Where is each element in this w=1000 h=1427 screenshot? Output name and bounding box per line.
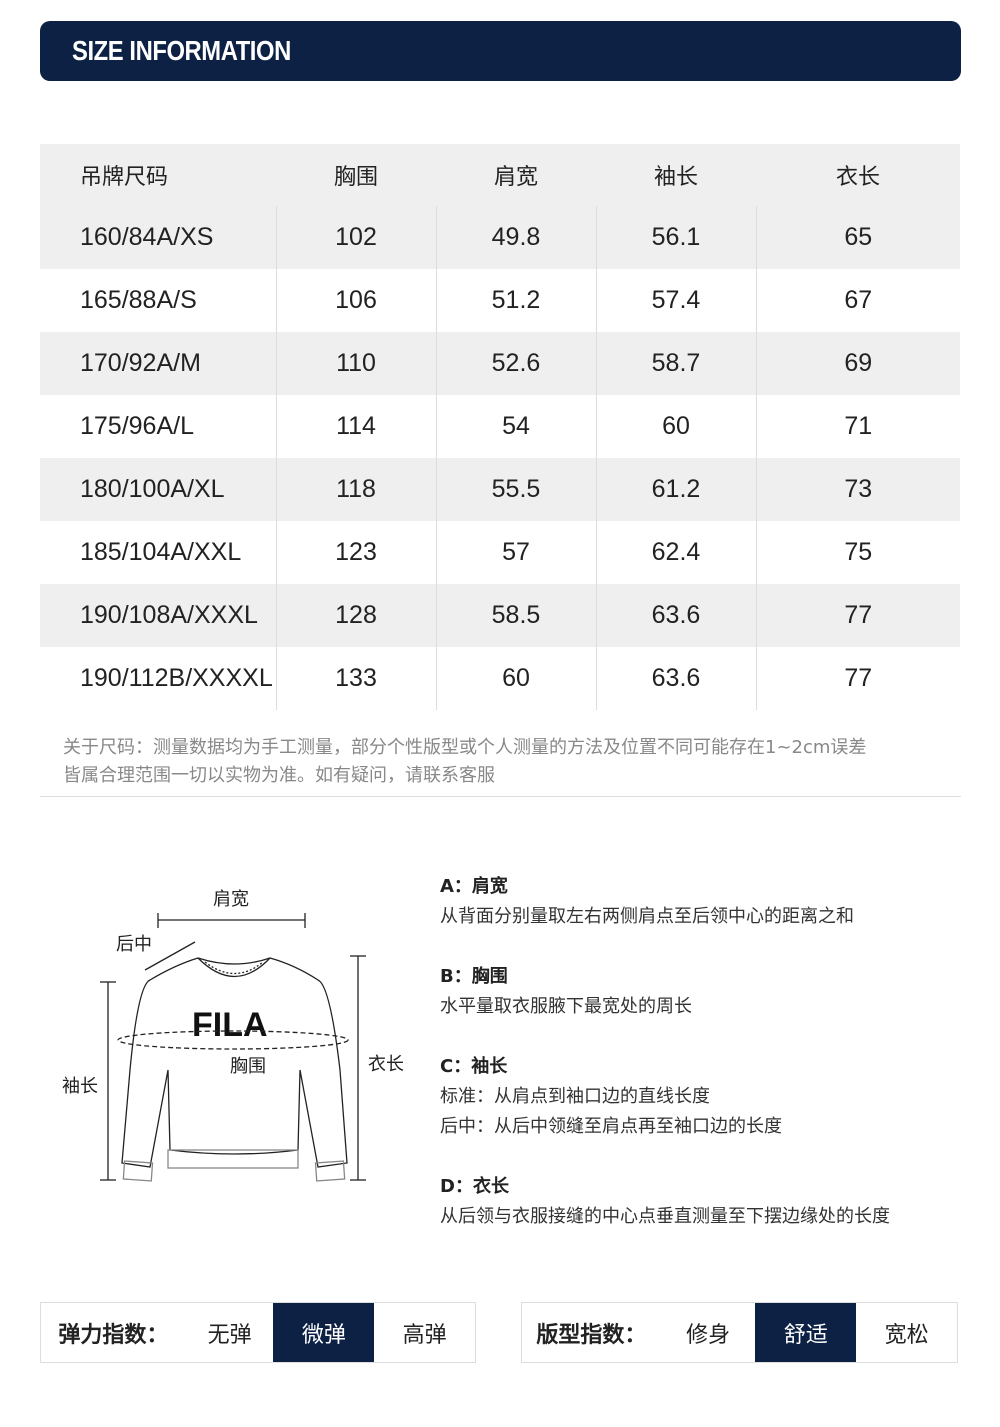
table-row: 165/88A/S 106 51.2 57.4 67 <box>40 269 960 332</box>
definition-title: C：袖长 <box>440 1056 508 1077</box>
table-cell: 55.5 <box>435 458 596 521</box>
column-header: 袖长 <box>596 144 756 206</box>
fit-option-selected: 舒适 <box>755 1303 857 1362</box>
definition-block: B：胸围水平量取衣服腋下最宽处的周长 <box>440 962 980 1022</box>
column-header: 胸围 <box>276 144 436 206</box>
table-cell: 60 <box>595 395 756 458</box>
table-cell: 123 <box>275 521 436 584</box>
table-cell: 58.7 <box>595 332 756 395</box>
table-row: 190/108A/XXXL 128 58.5 63.6 77 <box>40 584 960 647</box>
definition-block: C：袖长标准：从肩点到袖口边的直线长度后中：从后中领缝至肩点再至袖口边的长度 <box>440 1052 980 1142</box>
size-table: 吊牌尺码 胸围 肩宽 袖长 衣长 160/84A/XS 102 49.8 56.1 65… <box>40 144 960 710</box>
table-cell: 114 <box>275 395 436 458</box>
note-line: 关于尺码：测量数据均为手工测量，部分个性版型或个人测量的方法及位置不同可能存在1… <box>63 737 867 758</box>
table-cell: 160/84A/XS <box>40 206 276 269</box>
elasticity-index: 弹力指数： 无弹 微弹 高弹 <box>40 1302 476 1363</box>
section-title: SIZE INFORMATION <box>72 35 291 66</box>
table-row: 185/104A/XXL 123 57 62.4 75 <box>40 521 960 584</box>
table-cell: 77 <box>755 647 960 710</box>
table-cell: 65 <box>755 206 960 269</box>
table-cell: 58.5 <box>435 584 596 647</box>
table-row: 190/112B/XXXXL 133 60 63.6 77 <box>40 647 960 710</box>
elasticity-label: 弹力指数： <box>58 1322 169 1348</box>
fit-option: 宽松 <box>884 1322 929 1348</box>
table-cell: 62.4 <box>595 521 756 584</box>
table-cell: 106 <box>275 269 436 332</box>
table-row: 175/96A/L 114 54 60 71 <box>40 395 960 458</box>
table-row: 170/92A/M 110 52.6 58.7 69 <box>40 332 960 395</box>
table-cell: 77 <box>755 584 960 647</box>
definition-block: D：衣长从后领与衣服接缝的中心点垂直测量至下摆边缘处的长度 <box>440 1172 980 1232</box>
fit-index: 版型指数： 修身 舒适 宽松 <box>521 1302 958 1363</box>
size-note: 关于尺码：测量数据均为手工测量，部分个性版型或个人测量的方法及位置不同可能存在1… <box>63 734 963 790</box>
table-cell: 175/96A/L <box>40 395 276 458</box>
table-cell: 190/112B/XXXXL <box>40 647 276 710</box>
table-cell: 190/108A/XXXL <box>40 584 276 647</box>
table-cell: 49.8 <box>435 206 596 269</box>
measurement-definitions: A：肩宽从背面分别量取左右两侧肩点至后领中心的距离之和 B：胸围水平量取衣服腋下最… <box>440 872 980 1262</box>
definition-text: 从后领与衣服接缝的中心点垂直测量至下摆边缘处的长度 <box>440 1206 890 1227</box>
table-cell: 102 <box>275 206 436 269</box>
table-cell: 128 <box>275 584 436 647</box>
table-cell: 69 <box>755 332 960 395</box>
table-cell: 67 <box>755 269 960 332</box>
section-header: SIZE INFORMATION <box>40 21 961 81</box>
table-cell: 61.2 <box>595 458 756 521</box>
column-header: 吊牌尺码 <box>40 144 276 206</box>
table-cell: 56.1 <box>595 206 756 269</box>
table-cell: 180/100A/XL <box>40 458 276 521</box>
definition-block: A：肩宽从背面分别量取左右两侧肩点至后领中心的距离之和 <box>440 872 980 932</box>
table-cell: 63.6 <box>595 584 756 647</box>
column-header: 肩宽 <box>436 144 596 206</box>
table-cell: 63.6 <box>595 647 756 710</box>
table-header-row: 吊牌尺码 胸围 肩宽 袖长 衣长 <box>40 144 960 206</box>
label-back-center: 后中 <box>116 934 152 955</box>
label-shoulder: 肩宽 <box>213 889 249 910</box>
table-cell: 60 <box>435 647 596 710</box>
elasticity-option: 高弹 <box>402 1322 447 1348</box>
column-header: 衣长 <box>756 144 960 206</box>
definition-title: A：肩宽 <box>440 876 508 897</box>
table-cell: 71 <box>755 395 960 458</box>
label-sleeve: 袖长 <box>62 1076 98 1097</box>
table-cell: 57.4 <box>595 269 756 332</box>
table-row: 180/100A/XL 118 55.5 61.2 73 <box>40 458 960 521</box>
table-cell: 170/92A/M <box>40 332 276 395</box>
note-line: 皆属合理范围一切以实物为准。如有疑问，请联系客服 <box>63 765 495 786</box>
fit-label: 版型指数： <box>536 1322 647 1348</box>
logo-text: FILA <box>192 1006 268 1044</box>
table-cell: 133 <box>275 647 436 710</box>
table-cell: 57 <box>435 521 596 584</box>
definition-title: D：衣长 <box>440 1176 509 1197</box>
table-cell: 73 <box>755 458 960 521</box>
table-cell: 51.2 <box>435 269 596 332</box>
table-cell: 118 <box>275 458 436 521</box>
definition-text: 后中：从后中领缝至肩点再至袖口边的长度 <box>440 1116 782 1137</box>
table-cell: 165/88A/S <box>40 269 276 332</box>
table-row: 160/84A/XS 102 49.8 56.1 65 <box>40 206 960 269</box>
definition-text: 水平量取衣服腋下最宽处的周长 <box>440 996 692 1017</box>
table-cell: 185/104A/XXL <box>40 521 276 584</box>
table-cell: 110 <box>275 332 436 395</box>
table-cell: 52.6 <box>435 332 596 395</box>
label-chest: 胸围 <box>230 1056 266 1077</box>
fit-option: 修身 <box>686 1322 731 1348</box>
elasticity-option-selected: 微弹 <box>273 1303 375 1362</box>
elasticity-option: 无弹 <box>207 1322 252 1348</box>
label-length: 衣长 <box>368 1054 404 1075</box>
definition-title: B：胸围 <box>440 966 508 987</box>
divider <box>40 796 961 797</box>
table-cell: 75 <box>755 521 960 584</box>
definition-text: 从背面分别量取左右两侧肩点至后领中心的距离之和 <box>440 906 854 927</box>
garment-measurement-diagram: FILA 肩宽 后中 胸围 袖长 衣长 <box>62 889 404 1182</box>
garment-outline-icon <box>121 957 348 1182</box>
definition-text: 标准：从肩点到袖口边的直线长度 <box>440 1086 710 1107</box>
table-cell: 54 <box>435 395 596 458</box>
